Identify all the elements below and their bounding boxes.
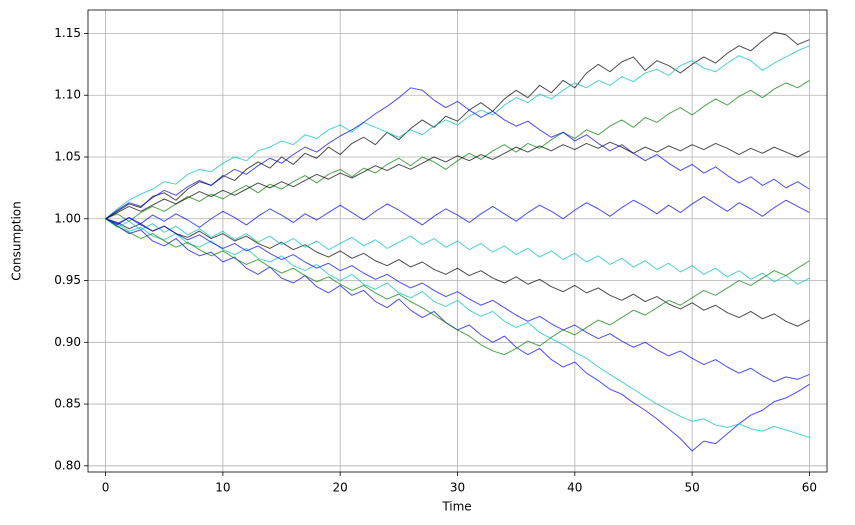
series-line <box>105 217 810 383</box>
series-line <box>105 87 810 220</box>
series-line <box>105 45 810 220</box>
series-line <box>105 79 810 222</box>
x-tick-label: 0 <box>102 481 110 495</box>
x-tick-label: 40 <box>567 481 582 495</box>
series-line <box>105 141 810 220</box>
y-tick-label: 1.10 <box>54 88 81 102</box>
x-tick-label: 10 <box>215 481 230 495</box>
plot-frame <box>87 9 828 473</box>
x-axis-label: Time <box>441 500 471 514</box>
series-line <box>105 196 810 228</box>
series-line <box>105 31 810 220</box>
y-tick-label: 0.90 <box>54 335 81 349</box>
x-tick-label: 20 <box>333 481 348 495</box>
series-line <box>105 218 810 285</box>
series-line <box>105 218 810 327</box>
y-axis-label: Consumption <box>10 201 24 280</box>
y-tick-label: 1.05 <box>54 150 81 164</box>
axes: 0 10 20 30 40 50 60 0.80 0.85 0.90 0.95 1.00 1.05 1.1… <box>54 26 817 495</box>
x-tick-label: 50 <box>684 481 699 495</box>
y-tick-label: 1.15 <box>54 26 81 40</box>
series-line <box>105 218 810 438</box>
y-tick-label: 0.80 <box>54 458 81 472</box>
x-tick-label: 60 <box>802 481 817 495</box>
x-tick-label: 30 <box>450 481 465 495</box>
y-tick-label: 1.00 <box>54 211 81 225</box>
y-tick-label: 0.95 <box>54 273 81 287</box>
lines <box>105 31 810 452</box>
y-tick-label: 0.85 <box>54 397 81 411</box>
series-line <box>105 218 810 356</box>
